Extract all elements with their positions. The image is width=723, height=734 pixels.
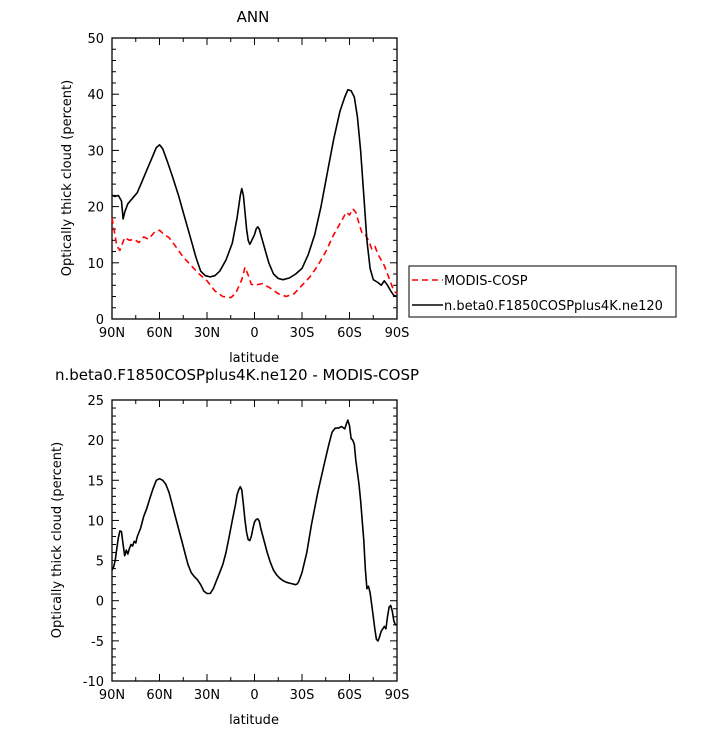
top-x-axis-label: latitude [229,351,279,366]
legend-box [408,265,677,318]
x-tick-label: 0 [250,688,258,703]
y-tick-label: 25 [87,394,104,409]
x-tick-label: 90S [385,688,410,703]
x-tick-label: 90S [385,326,410,341]
top-tick-marks [111,37,398,320]
y-tick-label: 0 [96,595,104,610]
y-tick-label: 10 [87,257,104,272]
top-panel: ANN 90N 60N 30N 0 30S 60S 90S 0 10 20 30 40 50 lati… [60,8,677,366]
legend-label-modis: MODIS-COSP [444,274,528,289]
y-tick-label: 5 [96,555,104,570]
x-tick-label: 30N [194,326,220,341]
x-tick-label: 90N [99,326,125,341]
top-series-lines [111,88,398,299]
top-plot-frame [111,37,398,320]
y-tick-label: 30 [87,144,104,159]
y-tick-label: -10 [83,675,104,690]
bottom-x-tick-labels: 90N 60N 30N 0 30S 60S 90S [99,688,410,703]
y-tick-label: -5 [91,635,104,650]
series-line-modis-cosp [111,208,398,299]
top-y-tick-labels: 0 10 20 30 40 50 [87,32,104,328]
bottom-x-axis-label: latitude [229,713,279,728]
legend: MODIS-COSP n.beta0.F1850COSPplus4K.ne120 [408,265,677,318]
x-tick-label: 60N [146,688,172,703]
bottom-series-lines [111,419,397,642]
y-tick-label: 15 [87,474,104,489]
y-tick-label: 40 [87,88,104,103]
bottom-y-tick-labels: -10 -5 0 5 10 15 20 25 [83,394,104,690]
x-tick-label: 60N [146,326,172,341]
x-tick-label: 90N [99,688,125,703]
y-tick-label: 20 [87,201,104,216]
x-tick-label: 0 [250,326,258,341]
bottom-panel: n.beta0.F1850COSPplus4K.ne120 - MODIS-CO… [50,366,419,728]
y-tick-label: 20 [87,434,104,449]
legend-label-model: n.beta0.F1850COSPplus4K.ne120 [444,299,663,314]
top-x-tick-labels: 90N 60N 30N 0 30S 60S 90S [99,326,410,341]
y-tick-label: 10 [87,514,104,529]
x-tick-label: 30S [290,326,315,341]
series-line-n-beta0-f1850cospplus4k-ne120 [111,88,398,298]
x-tick-label: 30S [290,688,315,703]
y-tick-label: 0 [96,313,104,328]
x-tick-label: 60S [337,326,362,341]
x-tick-label: 60S [337,688,362,703]
series-line-difference [111,419,397,642]
top-y-axis-label: Optically thick cloud (percent) [60,80,75,276]
bottom-panel-title: n.beta0.F1850COSPplus4K.ne120 - MODIS-CO… [55,366,419,384]
top-panel-title: ANN [237,8,270,26]
bottom-y-axis-label: Optically thick cloud (percent) [50,442,65,638]
x-tick-label: 30N [194,688,220,703]
y-tick-label: 50 [87,32,104,47]
